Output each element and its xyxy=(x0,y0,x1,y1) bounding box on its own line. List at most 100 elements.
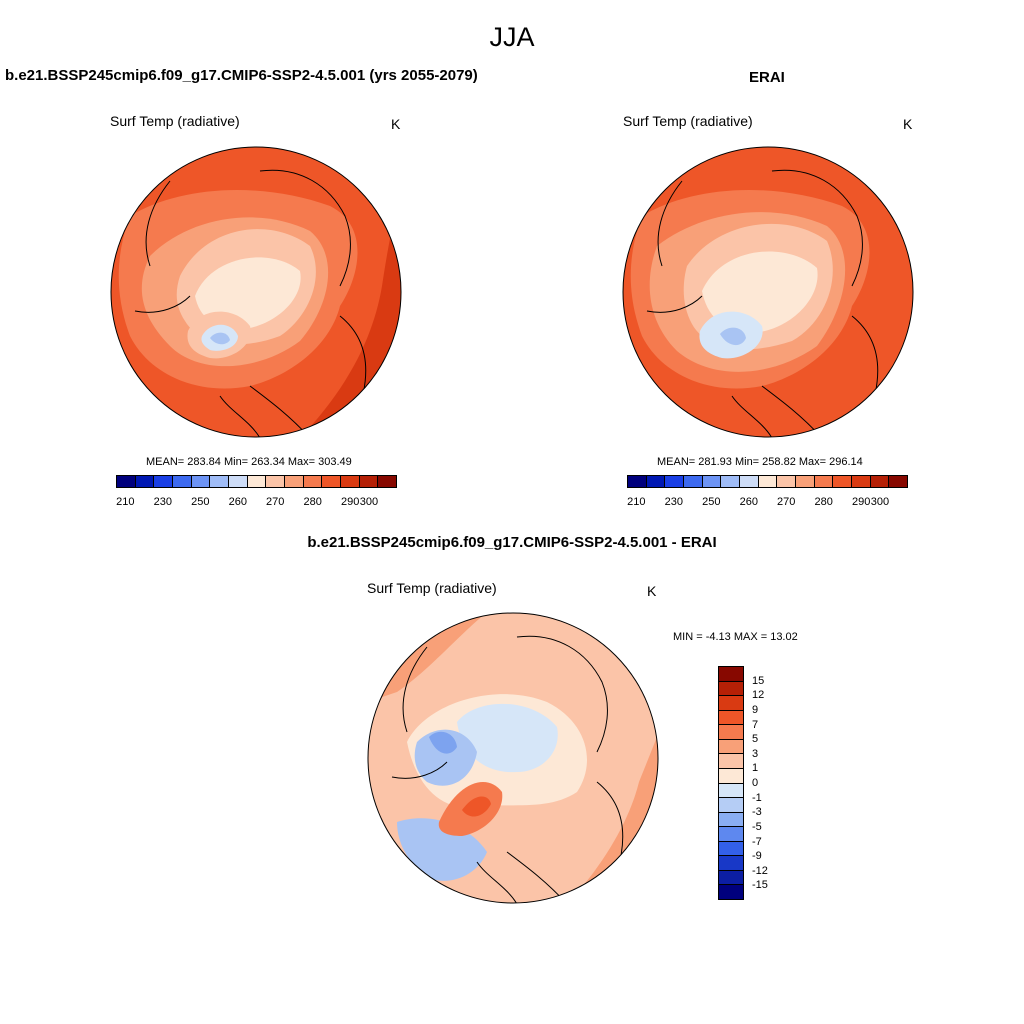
colorbar-tick-label: 300 xyxy=(359,496,379,508)
map-cool-core xyxy=(429,731,457,754)
colorbar-tick-label: 280 xyxy=(814,496,833,508)
colorbar-swatch xyxy=(117,476,136,487)
colorbar-tick-label: 7 xyxy=(752,718,759,731)
map-boundary xyxy=(367,612,659,904)
model-panel-title: b.e21.BSSP245cmip6.f09_g17.CMIP6-SSP2-4.… xyxy=(5,67,478,84)
colorbar-tick-label: 270 xyxy=(777,496,796,508)
colorbar-swatch xyxy=(721,476,741,487)
diff-variable-label: Surf Temp (radiative) xyxy=(367,580,497,596)
colorbar-swatch xyxy=(719,885,743,899)
model-colorbar-labels: 210 230 250 260 270 280 290 300 xyxy=(116,496,397,510)
colorbar-tick-label: 250 xyxy=(702,496,721,508)
map-greenland-core xyxy=(462,796,491,817)
diff-panel-title: b.e21.BSSP245cmip6.f09_g17.CMIP6-SSP2-4.… xyxy=(307,534,717,551)
map-cool-region xyxy=(414,729,477,786)
obs-polar-map xyxy=(622,146,914,438)
colorbar-tick-label: -15 xyxy=(752,879,768,892)
model-polar-map xyxy=(110,146,402,438)
model-stats: MEAN= 283.84 Min= 263.34 Max= 303.49 xyxy=(146,456,352,468)
colorbar-tick-label: 0 xyxy=(752,777,759,789)
colorbar-swatch xyxy=(378,476,397,487)
colorbar-swatch xyxy=(702,476,722,487)
colorbar-tick-label: -12 xyxy=(752,864,768,877)
colorbar-swatch xyxy=(266,476,286,487)
colorbar-swatch xyxy=(719,841,743,857)
colorbar-tick-label: 290 xyxy=(340,496,360,508)
map-boundary xyxy=(110,146,402,438)
colorbar-tick-label: 280 xyxy=(303,496,322,508)
colorbar-tick-label: -3 xyxy=(752,806,762,819)
colorbar-tick-label: 12 xyxy=(752,689,765,702)
colorbar-swatch xyxy=(303,476,323,487)
colorbar-swatch xyxy=(359,476,379,487)
colorbar-tick-label: 1 xyxy=(752,762,759,775)
obs-variable-label: Surf Temp (radiative) xyxy=(623,113,753,129)
map-greenland-ice-core xyxy=(720,327,746,346)
colorbar-swatch xyxy=(719,667,743,682)
colorbar-swatch xyxy=(833,476,853,487)
colorbar-tick-label: 210 xyxy=(627,496,646,508)
colorbar-swatch xyxy=(646,476,666,487)
colorbar-swatch xyxy=(719,798,743,813)
colorbar-swatch xyxy=(719,768,743,784)
colorbar-swatch xyxy=(814,476,834,487)
colorbar-tick-label: 230 xyxy=(153,496,173,508)
colorbar-swatch xyxy=(719,783,743,799)
colorbar-swatch xyxy=(758,476,778,487)
colorbar-tick-label: 5 xyxy=(752,733,759,746)
colorbar-swatch xyxy=(719,827,743,842)
colorbar-swatch xyxy=(135,476,155,487)
model-variable-label: Surf Temp (radiative) xyxy=(110,113,240,129)
colorbar-swatch xyxy=(173,476,192,487)
colorbar-tick-label: 15 xyxy=(752,674,765,687)
colorbar-swatch xyxy=(341,476,360,487)
model-colorbar xyxy=(116,475,397,488)
colorbar-tick-label: 9 xyxy=(752,703,759,716)
colorbar-tick-label: 260 xyxy=(228,496,247,508)
colorbar-swatch xyxy=(285,476,304,487)
colorbar-swatch xyxy=(229,476,248,487)
colorbar-swatch xyxy=(719,681,743,697)
colorbar-tick-label: 270 xyxy=(266,496,285,508)
map-coastline xyxy=(646,169,879,437)
colorbar-tick-label: 250 xyxy=(191,496,210,508)
colorbar-swatch xyxy=(777,476,797,487)
colorbar-swatch xyxy=(740,476,759,487)
colorbar-swatch xyxy=(719,739,743,755)
colorbar-swatch xyxy=(210,476,230,487)
diff-polar-map xyxy=(367,612,659,904)
obs-colorbar xyxy=(627,475,908,488)
map-coastline xyxy=(391,635,624,903)
colorbar-swatch xyxy=(719,870,743,886)
colorbar-swatch xyxy=(684,476,703,487)
colorbar-swatch xyxy=(719,710,743,726)
main-title: JJA xyxy=(489,22,535,52)
colorbar-tick-label: 3 xyxy=(752,747,759,760)
colorbar-tick-label: 210 xyxy=(116,496,135,508)
colorbar-swatch xyxy=(870,476,890,487)
colorbar-swatch xyxy=(719,696,743,711)
colorbar-swatch xyxy=(852,476,871,487)
colorbar-tick-label: -7 xyxy=(752,835,762,848)
model-units-label: K xyxy=(391,116,401,132)
map-cool-region xyxy=(457,703,558,773)
obs-units-label: K xyxy=(903,116,913,132)
map-greenland-ice-core xyxy=(210,332,230,345)
colorbar-tick-label: -1 xyxy=(752,791,762,804)
colorbar-tick-label: -5 xyxy=(752,820,762,833)
map-boundary xyxy=(622,146,914,438)
colorbar-swatch xyxy=(247,476,267,487)
colorbar-swatch xyxy=(719,856,743,871)
colorbar-swatch xyxy=(154,476,174,487)
colorbar-tick-label: 230 xyxy=(664,496,684,508)
colorbar-tick-label: -9 xyxy=(752,850,762,863)
colorbar-swatch xyxy=(719,812,743,828)
colorbar-swatch xyxy=(322,476,342,487)
diff-units-label: K xyxy=(647,583,657,599)
colorbar-swatch xyxy=(796,476,815,487)
colorbar-swatch xyxy=(889,476,908,487)
colorbar-tick-label: 290 xyxy=(851,496,871,508)
colorbar-swatch xyxy=(665,476,685,487)
diff-colorbar xyxy=(718,666,744,900)
map-arctic-core xyxy=(195,257,301,329)
